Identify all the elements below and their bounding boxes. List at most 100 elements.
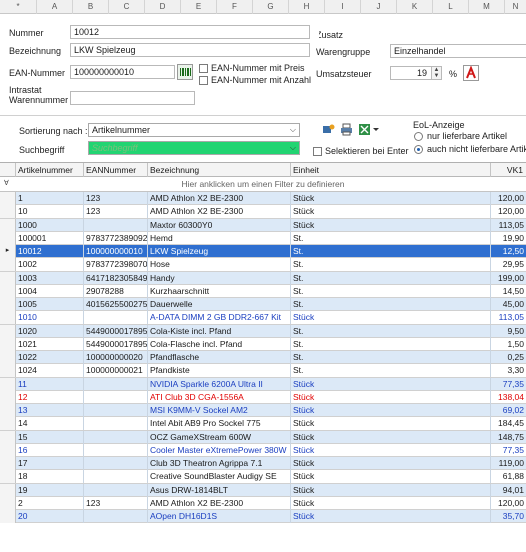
column-letter[interactable]: L — [433, 0, 469, 14]
cell-einheit: St. — [291, 284, 491, 298]
table-row[interactable]: 1002 9783772398070 Hose St. 29,95 — [0, 258, 526, 272]
row-indicator[interactable] — [0, 430, 16, 444]
umsatzsteuer-spinner[interactable]: ▲ ▼ — [432, 66, 442, 80]
table-row[interactable]: 19 Asus DRW-1814BLT Stück 94,01 — [0, 483, 526, 497]
column-letter[interactable]: N — [512, 2, 519, 11]
column-letter[interactable]: D — [145, 0, 181, 14]
row-indicator[interactable] — [0, 404, 16, 417]
row-indicator[interactable] — [0, 298, 16, 311]
row-indicator[interactable] — [0, 496, 16, 510]
table-row[interactable]: 1024 100000000021 Pfandkiste St. 3,30 — [0, 364, 526, 378]
row-indicator[interactable] — [0, 483, 16, 497]
eol-radio-lieferbar[interactable] — [414, 132, 423, 141]
column-letter[interactable]: I — [325, 0, 361, 14]
print-button[interactable] — [340, 123, 353, 136]
sortierung-dropdown[interactable]: Artikelnummer ⌵ — [88, 123, 300, 137]
row-indicator[interactable] — [0, 470, 16, 484]
ean-preis-checkbox[interactable] — [199, 64, 208, 73]
column-letter[interactable]: J — [361, 0, 397, 14]
cell-artikelnummer: 1004 — [16, 284, 84, 298]
column-letter[interactable]: F — [217, 0, 253, 14]
row-indicator[interactable] — [0, 457, 16, 470]
column-header-vk1[interactable]: VK1 — [506, 165, 523, 175]
column-header-bezeichnung[interactable]: Bezeichnung — [148, 163, 291, 177]
table-row[interactable]: 1003 6417182305849 Handy St. 199,00 — [0, 271, 526, 285]
umsatzsteuer-field[interactable]: 19 — [390, 66, 432, 80]
row-indicator[interactable]: ▸ — [0, 245, 16, 258]
column-letter[interactable]: A — [37, 0, 73, 14]
row-indicator[interactable] — [0, 192, 16, 205]
column-letter[interactable]: M — [469, 0, 505, 14]
table-row[interactable]: 18 Creative SoundBlaster Audigy SE Stück 61… — [0, 470, 526, 484]
column-letter[interactable]: * — [0, 0, 37, 14]
column-letter[interactable]: B — [73, 0, 109, 14]
table-row[interactable]: 12 ATI Club 3D CGA-1556A Stück 138,04 — [0, 390, 526, 404]
cell-eannummer — [84, 417, 148, 431]
row-indicator[interactable] — [0, 324, 16, 338]
row-indicator[interactable] — [0, 377, 16, 391]
export-button[interactable] — [358, 123, 380, 136]
column-header-eannummer[interactable]: EANNummer — [84, 163, 148, 177]
row-indicator[interactable] — [0, 510, 16, 523]
table-row[interactable]: 1004 29078288 Kurzhaarschnitt St. 14,50 — [0, 284, 526, 298]
table-row[interactable]: 20 AOpen DH16D1S Stück 35,70 — [0, 510, 526, 524]
selektieren-checkbox[interactable] — [313, 147, 322, 156]
table-row[interactable]: 100001 9783772389092 Hemd St. 19,90 — [0, 231, 526, 245]
nummer-field[interactable]: 10012 — [70, 25, 310, 39]
table-row[interactable]: 1020 5449000017895 Cola-Kiste incl. Pfand S… — [0, 324, 526, 338]
table-row[interactable]: ▸ 10012 100000000010 LKW Spielzeug St. 12,50 — [0, 245, 526, 259]
eol-radio-alle[interactable] — [414, 145, 423, 154]
table-row[interactable]: 1005 4015625500275 Dauerwelle St. 45,00 — [0, 298, 526, 312]
table-row[interactable]: 1010 A-DATA DIMM 2 GB DDR2-667 Kit Stück 11… — [0, 311, 526, 325]
table-row[interactable]: 2 123 AMD Athlon X2 BE-2300 Stück 120,00 — [0, 496, 526, 510]
table-row[interactable]: 1022 100000000020 Pfandflasche St. 0,25 — [0, 351, 526, 365]
table-row[interactable]: 1021 5449000017895 Cola-Flasche incl. Pfan… — [0, 337, 526, 351]
column-header-einheit[interactable]: Einheit — [291, 163, 491, 177]
article-grid: Artikelnummer EANNummer Bezeichnung Einh… — [0, 162, 526, 552]
table-row[interactable]: 1000 Maxtor 60300Y0 Stück 113,05 — [0, 218, 526, 232]
table-row[interactable]: 16 Cooler Master eXtremePower 380W Stück 77… — [0, 443, 526, 457]
column-letter[interactable]: E — [181, 0, 217, 14]
row-indicator[interactable] — [0, 443, 16, 457]
filter-row[interactable]: ∀ Hier anklicken um einen Filter zu defi… — [0, 177, 526, 192]
table-row[interactable]: 1 123 AMD Athlon X2 BE-2300 Stück 120,00 — [0, 192, 526, 206]
table-row[interactable]: 10 123 AMD Athlon X2 BE-2300 Stück 120,00 — [0, 205, 526, 219]
refresh-button[interactable] — [322, 123, 335, 136]
cell-einheit: Stück — [291, 377, 491, 391]
column-letter[interactable]: G — [253, 0, 289, 14]
row-indicator[interactable] — [0, 258, 16, 272]
column-letter[interactable]: H — [289, 0, 325, 14]
column-letter[interactable]: C — [109, 0, 145, 14]
row-indicator[interactable] — [0, 351, 16, 364]
row-indicator[interactable] — [0, 231, 16, 245]
cell-bezeichnung: OCZ GameXStream 600W — [148, 430, 291, 444]
column-header-artikelnummer[interactable]: Artikelnummer — [16, 163, 84, 177]
barcode-button[interactable] — [177, 64, 193, 80]
column-letter[interactable]: K — [397, 0, 433, 14]
ean-anzahl-checkbox[interactable] — [199, 76, 208, 85]
row-indicator[interactable] — [0, 337, 16, 351]
cell-einheit: Stück — [291, 205, 491, 219]
intrastat-field[interactable] — [70, 91, 195, 105]
table-row[interactable]: 15 OCZ GameXStream 600W Stück 148,75 — [0, 430, 526, 444]
row-indicator[interactable] — [0, 284, 16, 298]
cell-artikelnummer: 1002 — [16, 258, 84, 272]
bezeichnung-field[interactable]: LKW Spielzeug — [70, 43, 310, 57]
suchbegriff-input[interactable]: Suchbegriff ⌵ — [88, 141, 300, 155]
row-indicator[interactable] — [0, 364, 16, 378]
ean-field[interactable]: 100000000010 — [70, 65, 175, 79]
table-row[interactable]: 13 MSI K9MM-V Sockel AM2 Stück 69,02 — [0, 404, 526, 418]
cell-eannummer: 123 — [84, 205, 148, 219]
warengruppe-field[interactable]: Einzelhandel — [390, 44, 526, 58]
row-indicator[interactable] — [0, 390, 16, 404]
tax-button[interactable] — [463, 65, 479, 81]
row-indicator[interactable] — [0, 218, 16, 232]
row-indicator[interactable] — [0, 417, 16, 431]
row-indicator[interactable] — [0, 205, 16, 219]
row-indicator[interactable] — [0, 271, 16, 285]
row-indicator[interactable] — [0, 311, 16, 325]
table-row[interactable]: 11 NVIDIA Sparkle 6200A Ultra II Stück 77,3… — [0, 377, 526, 391]
table-row[interactable]: 17 Club 3D Theatron Agrippa 7.1 Stück 119,0… — [0, 457, 526, 471]
zusatz-field[interactable] — [316, 25, 319, 39]
table-row[interactable]: 14 Intel Abit AB9 Pro Sockel 775 Stück 184,… — [0, 417, 526, 431]
